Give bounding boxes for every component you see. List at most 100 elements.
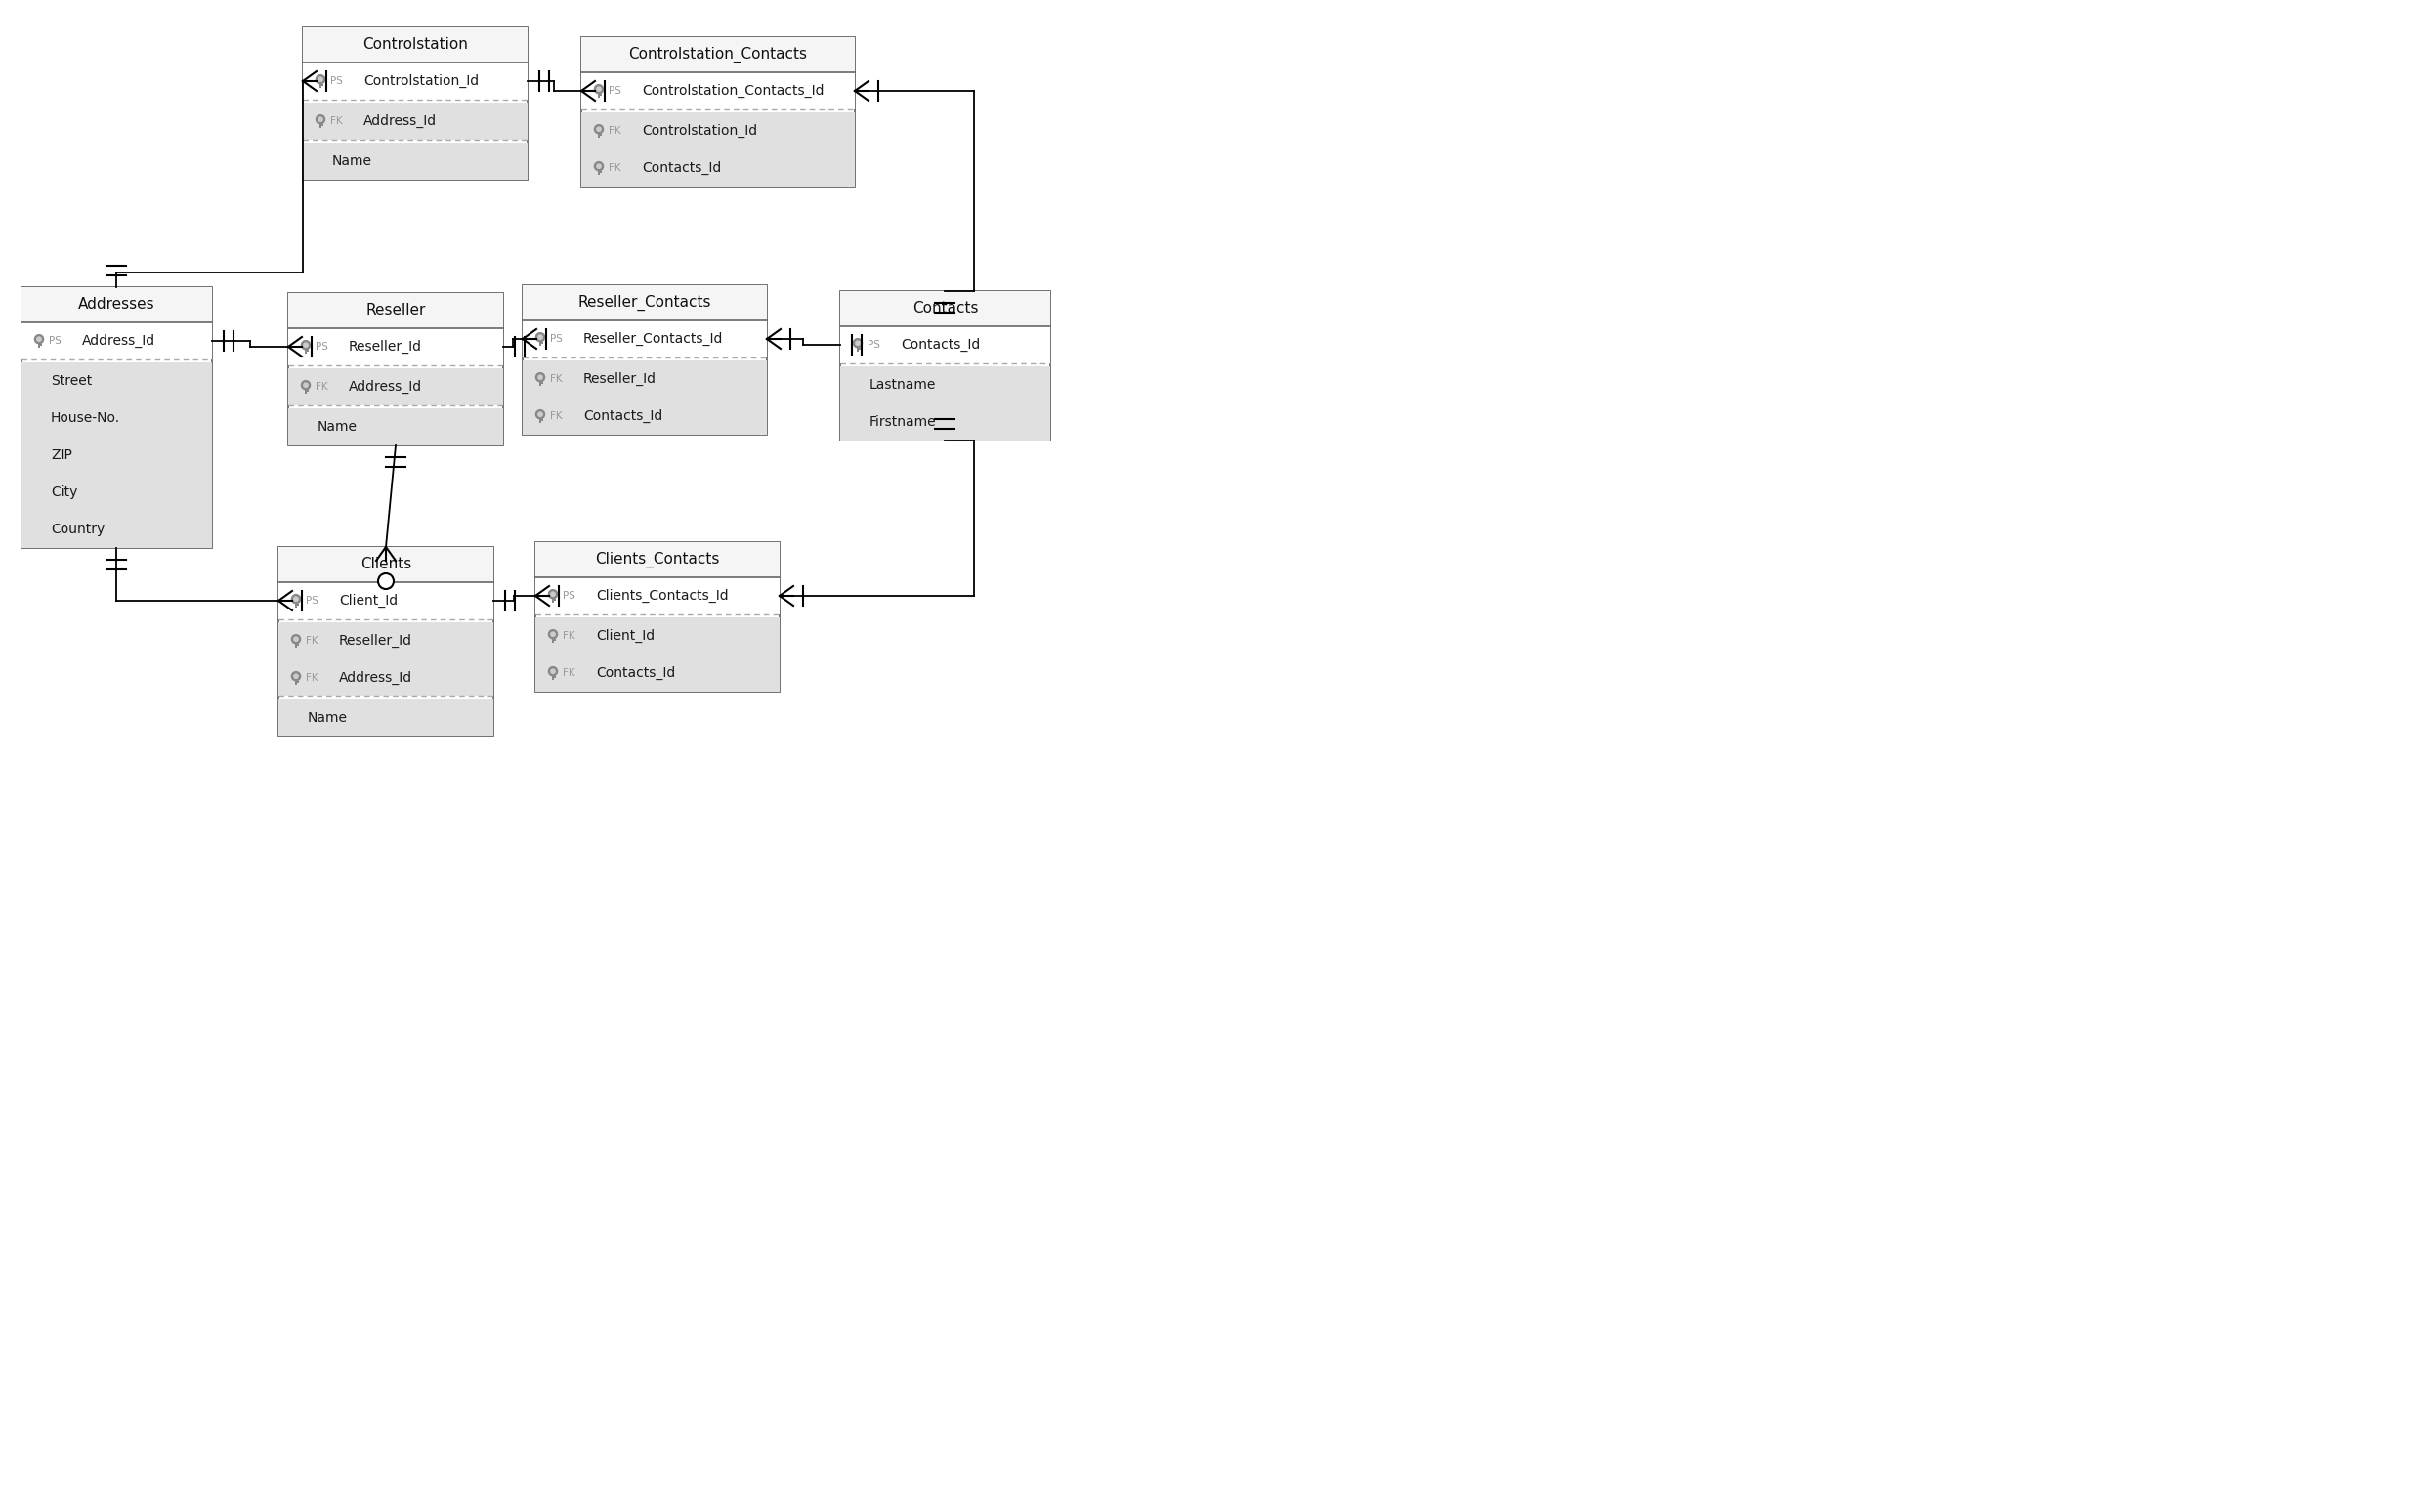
- Text: FK: FK: [551, 411, 563, 420]
- FancyBboxPatch shape: [302, 142, 526, 180]
- Circle shape: [548, 590, 558, 599]
- Circle shape: [292, 635, 299, 644]
- Text: PS: PS: [307, 596, 319, 606]
- Circle shape: [316, 76, 326, 83]
- Circle shape: [316, 115, 326, 124]
- FancyBboxPatch shape: [287, 293, 502, 328]
- Text: FK: FK: [316, 383, 328, 392]
- FancyBboxPatch shape: [536, 543, 780, 691]
- Circle shape: [536, 373, 546, 381]
- FancyBboxPatch shape: [536, 543, 780, 578]
- Text: Controlstation: Controlstation: [362, 38, 469, 53]
- FancyBboxPatch shape: [295, 641, 297, 647]
- FancyBboxPatch shape: [536, 617, 780, 655]
- Text: PS: PS: [316, 342, 328, 352]
- FancyBboxPatch shape: [582, 38, 855, 186]
- Circle shape: [597, 88, 601, 91]
- Text: Contacts_Id: Contacts_Id: [584, 410, 662, 423]
- FancyBboxPatch shape: [304, 348, 307, 354]
- Text: Address_Id: Address_Id: [338, 671, 413, 685]
- Circle shape: [379, 573, 394, 590]
- Text: City: City: [51, 485, 77, 499]
- Text: Clients_Contacts_Id: Clients_Contacts_Id: [597, 588, 729, 603]
- Circle shape: [304, 383, 307, 387]
- Circle shape: [304, 343, 307, 348]
- Text: PS: PS: [48, 336, 60, 346]
- Text: Addresses: Addresses: [77, 298, 155, 311]
- FancyBboxPatch shape: [522, 286, 768, 321]
- Circle shape: [292, 671, 299, 680]
- Circle shape: [302, 381, 309, 390]
- FancyBboxPatch shape: [597, 168, 601, 175]
- FancyBboxPatch shape: [278, 621, 493, 659]
- Text: Country: Country: [51, 523, 104, 537]
- FancyBboxPatch shape: [278, 582, 493, 620]
- Circle shape: [551, 670, 555, 673]
- Text: Client_Id: Client_Id: [338, 594, 398, 608]
- Circle shape: [855, 340, 860, 345]
- FancyBboxPatch shape: [840, 327, 1051, 363]
- Circle shape: [539, 413, 543, 416]
- FancyBboxPatch shape: [39, 342, 41, 348]
- FancyBboxPatch shape: [302, 27, 526, 62]
- FancyBboxPatch shape: [22, 287, 213, 322]
- Text: Controlstation_Id: Controlstation_Id: [642, 124, 758, 138]
- FancyBboxPatch shape: [539, 340, 541, 346]
- Text: ZIP: ZIP: [51, 449, 72, 463]
- FancyBboxPatch shape: [522, 398, 768, 434]
- Text: Name: Name: [316, 420, 357, 434]
- Circle shape: [539, 336, 543, 339]
- Text: Reseller_Contacts_Id: Reseller_Contacts_Id: [584, 333, 724, 346]
- FancyBboxPatch shape: [302, 62, 526, 100]
- Text: Controlstation_Contacts_Id: Controlstation_Contacts_Id: [642, 85, 824, 98]
- Text: Clients: Clients: [360, 558, 411, 572]
- Text: Client_Id: Client_Id: [597, 629, 654, 643]
- FancyBboxPatch shape: [597, 132, 601, 138]
- Text: FK: FK: [563, 631, 575, 641]
- Text: House-No.: House-No.: [51, 411, 121, 425]
- Text: Address_Id: Address_Id: [348, 380, 423, 393]
- Circle shape: [551, 632, 555, 637]
- FancyBboxPatch shape: [840, 292, 1051, 327]
- Circle shape: [551, 591, 555, 596]
- Circle shape: [319, 77, 324, 82]
- Text: Address_Id: Address_Id: [82, 334, 155, 348]
- Text: Street: Street: [51, 373, 92, 387]
- Text: Clients_Contacts: Clients_Contacts: [594, 552, 720, 567]
- Text: Name: Name: [307, 711, 348, 724]
- FancyBboxPatch shape: [287, 369, 502, 405]
- Circle shape: [302, 340, 309, 349]
- Circle shape: [548, 667, 558, 676]
- Text: Contacts_Id: Contacts_Id: [901, 337, 980, 352]
- Text: Name: Name: [333, 154, 372, 168]
- FancyBboxPatch shape: [287, 328, 502, 366]
- Circle shape: [536, 333, 546, 342]
- Circle shape: [597, 127, 601, 132]
- Text: PS: PS: [563, 591, 575, 600]
- Text: FK: FK: [551, 373, 563, 384]
- FancyBboxPatch shape: [551, 637, 555, 643]
- Circle shape: [852, 339, 862, 348]
- Circle shape: [548, 629, 558, 638]
- FancyBboxPatch shape: [522, 360, 768, 398]
- FancyBboxPatch shape: [22, 511, 213, 547]
- Text: PS: PS: [331, 76, 343, 86]
- FancyBboxPatch shape: [522, 286, 768, 434]
- Text: FK: FK: [307, 637, 319, 646]
- FancyBboxPatch shape: [536, 655, 780, 691]
- Text: Lastname: Lastname: [869, 378, 937, 392]
- FancyBboxPatch shape: [278, 547, 493, 736]
- FancyBboxPatch shape: [551, 596, 555, 603]
- FancyBboxPatch shape: [287, 408, 502, 446]
- FancyBboxPatch shape: [539, 380, 541, 386]
- Circle shape: [295, 674, 297, 679]
- Text: Reseller_Id: Reseller_Id: [348, 340, 423, 354]
- Circle shape: [594, 162, 604, 171]
- FancyBboxPatch shape: [22, 363, 213, 399]
- Circle shape: [594, 85, 604, 94]
- Text: Reseller_Contacts: Reseller_Contacts: [577, 295, 712, 310]
- Circle shape: [36, 337, 41, 342]
- Text: PS: PS: [867, 340, 879, 349]
- FancyBboxPatch shape: [582, 73, 855, 109]
- Text: Controlstation_Id: Controlstation_Id: [362, 74, 478, 88]
